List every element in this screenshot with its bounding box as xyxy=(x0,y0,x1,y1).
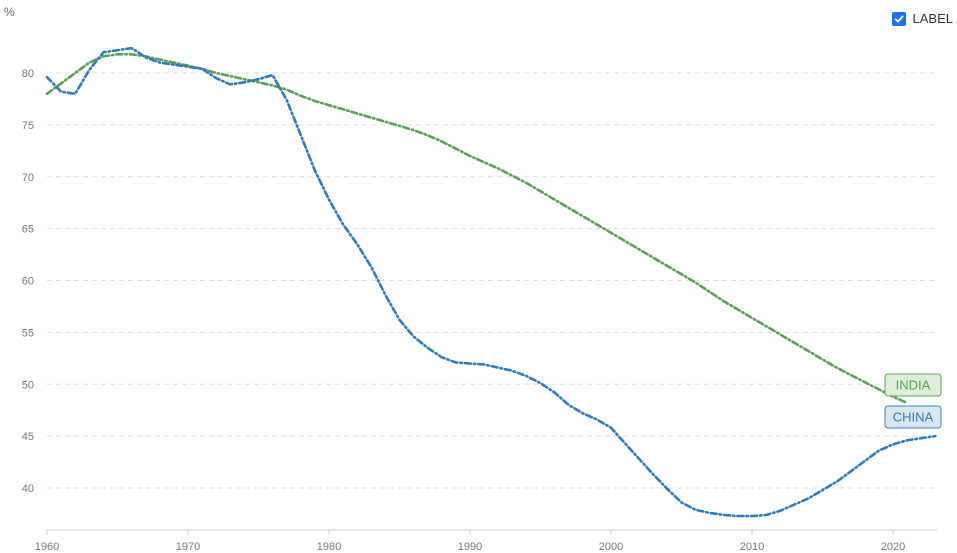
label-toggle-text: LABEL xyxy=(912,11,953,26)
series-end-tags: INDIA CHINA xyxy=(884,373,942,429)
label-toggle[interactable]: LABEL xyxy=(891,11,957,26)
label-checkbox[interactable] xyxy=(891,11,906,26)
series-line-china xyxy=(45,46,937,518)
x-tick-label: 2020 xyxy=(881,541,905,553)
x-tick-label: 1970 xyxy=(176,541,200,553)
y-tick-label: 45 xyxy=(22,431,34,443)
y-axis-ticks: 40 45 50 55 60 65 70 75 80 xyxy=(22,68,34,495)
y-tick-label: 60 xyxy=(22,276,34,288)
series-tag-label: INDIA xyxy=(896,378,931,393)
series-tag-china: CHINA xyxy=(884,405,942,429)
y-axis-unit: % xyxy=(4,5,15,19)
y-tick-label: 65 xyxy=(22,224,34,236)
y-tick-label: 80 xyxy=(22,68,34,80)
series-lines xyxy=(45,46,937,518)
x-tick-label: 1990 xyxy=(458,541,482,553)
x-tick-label: 2010 xyxy=(740,541,764,553)
y-tick-label: 50 xyxy=(22,379,34,391)
y-tick-label: 70 xyxy=(22,172,34,184)
grid-lines xyxy=(47,72,937,489)
series-tag-label: CHINA xyxy=(893,410,934,425)
series-tag-box xyxy=(884,373,942,397)
x-tick-label: 1960 xyxy=(35,541,59,553)
series-tag-india: INDIA xyxy=(884,373,942,397)
x-axis: 1960 1970 1980 1990 2000 2010 2020 xyxy=(35,529,937,553)
y-tick-label: 40 xyxy=(22,483,34,495)
checkmark-icon xyxy=(894,15,904,22)
y-tick-label: 75 xyxy=(22,120,34,132)
series-tag-box xyxy=(884,405,942,429)
x-tick-label: 2000 xyxy=(599,541,623,553)
x-tick-label: 1980 xyxy=(317,541,341,553)
y-tick-label: 55 xyxy=(22,327,34,339)
